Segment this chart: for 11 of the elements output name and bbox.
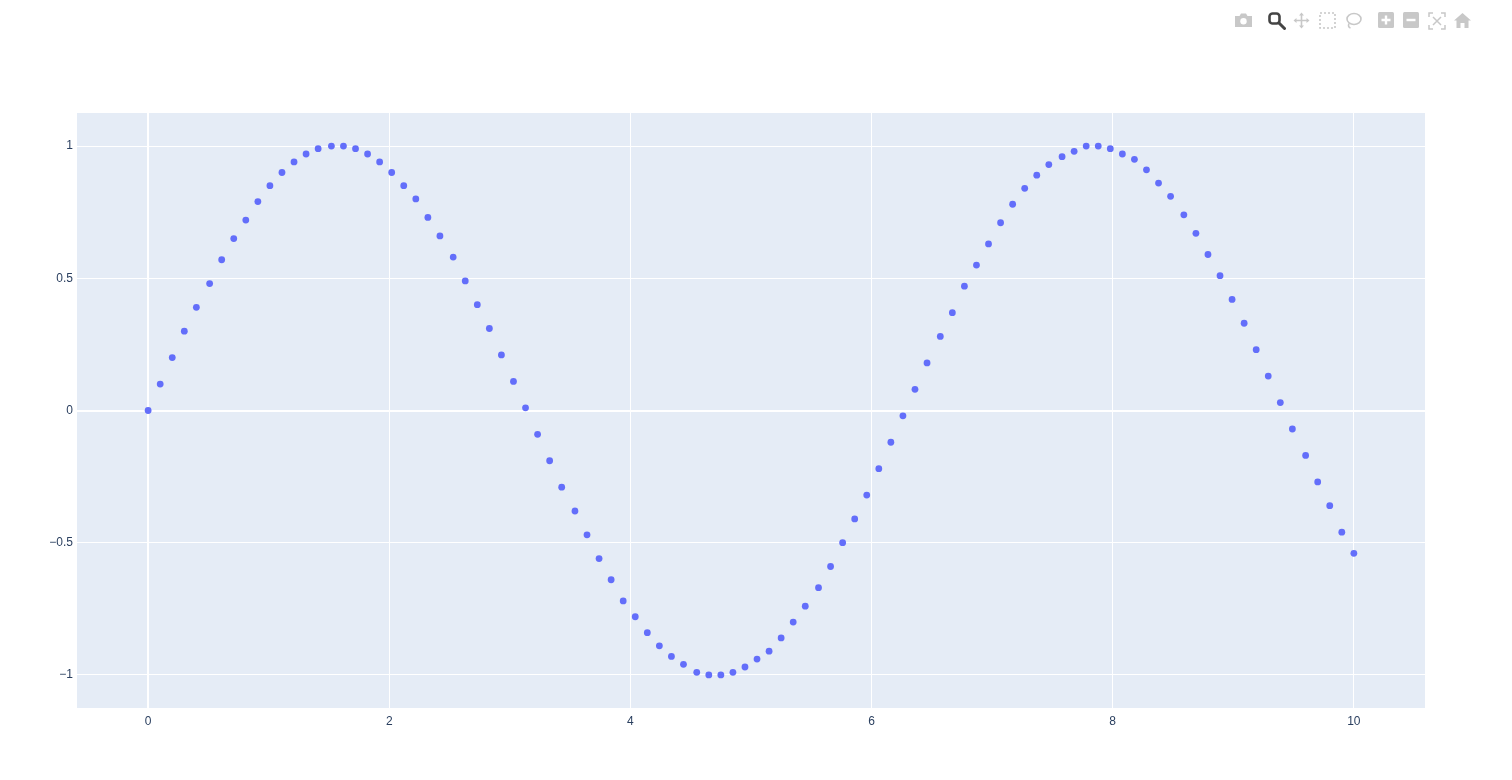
x-tick-label: 2 — [385, 713, 393, 728]
x-tick-label: 4 — [627, 713, 635, 728]
y-tick-label: 0.5 — [56, 270, 74, 285]
x-tick-label: 8 — [1109, 713, 1117, 728]
x-tick-label: 6 — [868, 713, 876, 728]
y-tick-label: 1 — [66, 138, 74, 153]
y-tick-label: −0.5 — [49, 535, 74, 550]
y-tick-label: 0 — [66, 402, 74, 417]
x-tick-label: 10 — [1347, 713, 1361, 728]
x-tick-label: 0 — [144, 713, 152, 728]
y-tick-label: −1 — [59, 667, 74, 682]
